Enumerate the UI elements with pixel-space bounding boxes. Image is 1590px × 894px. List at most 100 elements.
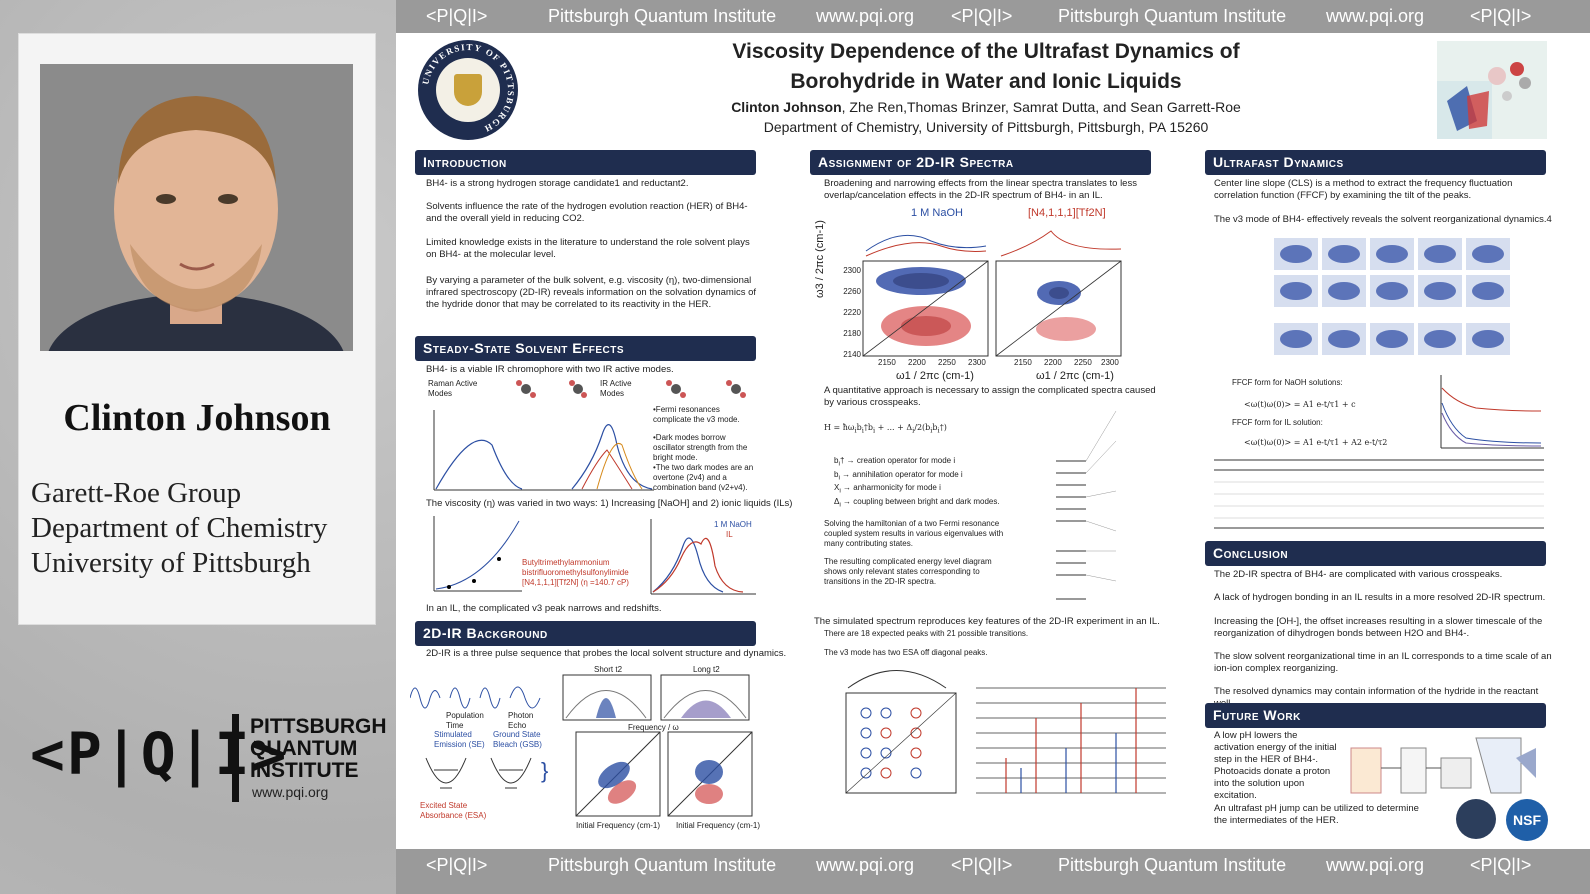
- assign-xtick: 2250: [1074, 358, 1092, 367]
- top-banner: <P|Q|I> Pittsburgh Quantum Institute www…: [396, 0, 1590, 33]
- university-seal: UNIVERSITY OF PITTSBURGH: [418, 40, 518, 140]
- assign-xtick: 2250: [938, 358, 956, 367]
- research-poster: UNIVERSITY OF PITTSBURGH Viscosity Depen…: [396, 33, 1590, 849]
- pqi-logo-line3: INSTITUTE: [250, 759, 359, 782]
- nsf-logo: NSF: [1506, 799, 1548, 841]
- ultra-p1: Center line slope (CLS) is a method to e…: [1214, 178, 1513, 201]
- poster-lead-author: Clinton Johnson: [731, 99, 842, 115]
- ffcf-naoh-label: FFCF form for NaOH solutions:: [1232, 378, 1343, 387]
- poster-authors: , Zhe Ren,Thomas Brinzer, Samrat Dutta, …: [841, 99, 1241, 115]
- steady-p1: BH4- is a viable IR chromophore with two…: [426, 364, 674, 375]
- poster-title-line1: Viscosity Dependence of the Ultrafast Dy…: [732, 40, 1240, 63]
- ffcf-naoh-eq: <ω(t)ω(0)> = A1 e-t/τ1 + c: [1244, 400, 1356, 409]
- assign-p3: Solving the hamiltonian of a two Fermi r…: [824, 519, 1004, 548]
- banner-item: <P|Q|I>: [1470, 6, 1532, 26]
- steady-bullet1: •Fermi resonances complicate the v3 mode…: [653, 405, 740, 424]
- assign-label-il: [N4,1,1,1][Tf2N]: [1028, 207, 1106, 219]
- banner-item: <P|Q|I>: [426, 6, 488, 26]
- steady-bullet3: •The two dark modes are an overtone (2v4…: [653, 463, 754, 492]
- presenter-photo: [40, 64, 353, 351]
- pqi-logo-line1: PITTSBURGH: [250, 715, 387, 738]
- intro-p4: By varying a parameter of the bulk solve…: [426, 275, 757, 310]
- ffcf-decay-plot: [1440, 375, 1544, 449]
- energy-ladder-figure: }: [425, 757, 548, 789]
- legend-il: IL: [726, 530, 733, 539]
- photon-echo-label: Photon Echo: [508, 711, 534, 730]
- banner-item: Pittsburgh Quantum Institute: [548, 855, 777, 875]
- assign-ytick: 2180: [843, 329, 861, 338]
- assign-ytick: 2140: [843, 350, 861, 359]
- assign-label-naoh: 1 M NaOH: [911, 207, 963, 219]
- cls-spectra-grid: [1274, 238, 1510, 355]
- initial-freq-label: Initial Frequency (cm-1): [576, 821, 661, 830]
- svg-text:}: }: [541, 758, 548, 783]
- linear-ir-spectrum: [433, 410, 654, 491]
- vibrational-modes-figure: [516, 380, 746, 398]
- presenter-group: Garett-Roe Group: [31, 477, 242, 509]
- banner-item: <P|Q|I>: [951, 6, 1013, 26]
- assign-p2: A quantitative approach is necessary to …: [824, 385, 1156, 408]
- banner-item: www.pqi.org: [1326, 855, 1425, 875]
- presenter-university: University of Pittsburgh: [31, 547, 311, 579]
- pqi-logo-divider: [232, 714, 239, 802]
- esa-label: Excited State Absorbance (ESA): [420, 801, 487, 820]
- il-name-line1: Butyltrimethylammonium: [522, 558, 610, 567]
- steady-bullet2: •Dark modes borrow oscillator strength f…: [653, 433, 748, 462]
- banner-item: Pittsburgh Quantum Institute: [548, 6, 777, 26]
- banner-item: Pittsburgh Quantum Institute: [1058, 6, 1287, 26]
- pqi-logo-mark: <P|Q|I>: [30, 720, 289, 788]
- ffcf-il-label: FFCF form for IL solution:: [1232, 418, 1323, 427]
- conclusion-4: The slow solvent reorganizational time i…: [1214, 651, 1552, 674]
- ir-label: IR Active Modes: [600, 379, 632, 398]
- long-t2-label: Long t2: [693, 665, 720, 674]
- initial-freq-label-2: Initial Frequency (cm-1): [676, 821, 761, 830]
- short-t2-label: Short t2: [594, 665, 623, 674]
- banner-item: www.pqi.org: [816, 855, 915, 875]
- legend-naoh: 1 M NaOH: [714, 520, 752, 529]
- assign-xtick: 2150: [878, 358, 896, 367]
- conclusion-3: Increasing the [OH-], the offset increas…: [1214, 616, 1543, 639]
- poster-title-line2: Borohydride in Water and Ionic Liquids: [790, 70, 1182, 93]
- naoh-vs-il-spectrum: [650, 519, 756, 595]
- viscosity-plot: [433, 516, 522, 592]
- raman-label: Raman Active Modes: [428, 379, 478, 398]
- assign-xtick: 2300: [968, 358, 986, 367]
- bg2d-p1: 2D-IR is a three pulse sequence that pro…: [426, 648, 787, 659]
- future-3: An ultrafast pH jump can be utilized to …: [1214, 803, 1419, 826]
- pqi-logo-line2: QUANTUM: [250, 737, 358, 760]
- assign-xtick: 2300: [1101, 358, 1119, 367]
- ultrafast-heading: Ultrafast Dynamics: [1205, 150, 1546, 175]
- assign-ytick: 2220: [843, 308, 861, 317]
- assign-p4: The resulting complicated energy level d…: [824, 557, 992, 586]
- intro-p2: Solvents influence the rate of the hydro…: [426, 201, 748, 224]
- energy-level-diagram: [1056, 410, 1117, 600]
- conclusion-1: The 2D-IR spectra of BH4- are complicate…: [1214, 569, 1503, 580]
- frequency-axis-label: Frequency / ω: [628, 723, 679, 732]
- future-1: A low pH lowers the activation energy of…: [1214, 730, 1337, 765]
- assign-xtick: 2200: [1044, 358, 1062, 367]
- banner-item: <P|Q|I>: [426, 855, 488, 875]
- 2d-lineshape-figure: [575, 731, 753, 817]
- banner-item: www.pqi.org: [816, 6, 915, 26]
- presenter-department: Department of Chemistry: [31, 512, 328, 544]
- banner-item: www.pqi.org: [1326, 6, 1425, 26]
- rapid-mixer-diagram: [1350, 737, 1536, 794]
- steady-p2: The viscosity (η) was varied in two ways…: [426, 498, 793, 509]
- gsb-label: Ground State Bleach (GSB): [493, 730, 542, 749]
- population-time-label: Population Time: [446, 711, 484, 730]
- assign-ytick: 2300: [843, 266, 861, 275]
- il-name-line2: bistrifluoromethylsulfonylimide: [522, 568, 629, 577]
- future-heading: Future Work: [1205, 703, 1546, 728]
- linear-frequency-figure: [562, 674, 750, 721]
- assign-heading: Assignment of 2D-IR Spectra: [810, 150, 1151, 175]
- assign-xtick: 2200: [908, 358, 926, 367]
- pulse-sequence-figure: [410, 686, 541, 709]
- bottom-banner: <P|Q|I> Pittsburgh Quantum Institute www…: [396, 849, 1590, 894]
- simulated-spectrum-figure: [845, 670, 1166, 794]
- assign-ylabel: ω3 / 2πc (cm-1): [814, 220, 826, 298]
- 2d-ir-spectra-figure: [862, 230, 1122, 357]
- future-2: Photoacids donate a proton into the solu…: [1214, 766, 1331, 801]
- conclusion-2: A lack of hydrogen bonding in an IL resu…: [1214, 592, 1546, 603]
- toc-graphic: [1437, 41, 1547, 139]
- intro-heading: Introduction: [415, 150, 756, 175]
